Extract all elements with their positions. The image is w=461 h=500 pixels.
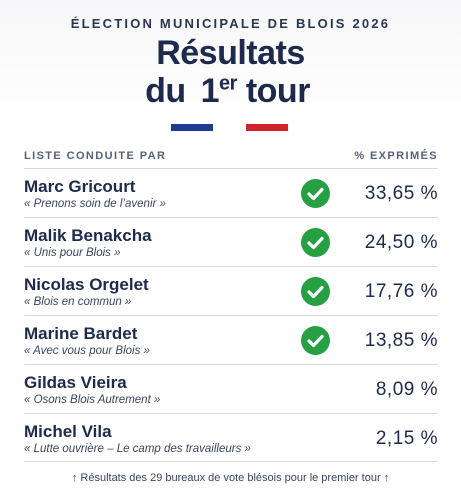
list-slogan: « Unis pour Blois » bbox=[24, 247, 121, 259]
table-row: Nicolas Orgelet « Blois en commun » 17,76 … bbox=[24, 266, 438, 315]
qualified-check-icon bbox=[301, 228, 330, 257]
column-header-percent: % EXPRIMÉS bbox=[354, 150, 438, 162]
percent-value: 8,09 % bbox=[375, 379, 438, 400]
candidate-name: Marc Gricourt bbox=[24, 177, 136, 196]
candidate-name: Gildas Vieira bbox=[24, 373, 127, 392]
candidate-name: Michel Vila bbox=[24, 422, 112, 441]
flag-blue-stripe bbox=[171, 124, 213, 131]
title-highlight: 1er tour bbox=[195, 72, 316, 111]
table-row: Marine Bardet « Avec vous pour Blois » 13,… bbox=[24, 315, 438, 364]
election-supertitle: ÉLECTION MUNICIPALE DE BLOIS 2026 bbox=[70, 16, 391, 31]
page-title-line1: Résultats bbox=[156, 34, 305, 72]
flag-red-stripe bbox=[246, 124, 288, 131]
qualified-check-icon bbox=[301, 326, 330, 355]
candidate-name: Marine Bardet bbox=[24, 324, 138, 343]
candidate-name: Nicolas Orgelet bbox=[24, 275, 149, 294]
header: ÉLECTION MUNICIPALE DE BLOIS 2026 Résult… bbox=[0, 0, 461, 140]
list-slogan: « Avec vous pour Blois » bbox=[24, 345, 150, 357]
list-slogan: « Lutte ouvrière – Le camp des travaille… bbox=[24, 443, 251, 455]
table-row: Malik Benakcha « Unis pour Blois » 24,50 % bbox=[24, 217, 438, 266]
qualified-check-icon bbox=[301, 179, 330, 208]
flag-white-stripe bbox=[213, 124, 246, 131]
title-tour-superscript: er bbox=[218, 72, 237, 95]
french-flag bbox=[171, 124, 288, 131]
table-row: Michel Vila « Lutte ouvrière – Le camp de… bbox=[24, 413, 438, 462]
list-slogan: « Prenons soin de l’avenir » bbox=[24, 198, 166, 210]
percent-value: 2,15 % bbox=[375, 428, 438, 449]
table-row: Marc Gricourt « Prenons soin de l’avenir … bbox=[24, 168, 438, 217]
candidate-name: Malik Benakcha bbox=[24, 226, 152, 245]
percent-value: 17,76 % bbox=[364, 281, 438, 302]
footer-note: ↑ Résultats des 29 bureaux de vote bléso… bbox=[71, 472, 390, 484]
title-tour-number: 1 bbox=[200, 72, 220, 110]
list-slogan: « Blois en commun » bbox=[24, 296, 132, 308]
table-row: Gildas Vieira « Osons Blois Autrement » 8,… bbox=[24, 364, 438, 413]
page-title-line2: du 1er tour bbox=[0, 72, 461, 111]
results-table: Marc Gricourt « Prenons soin de l’avenir … bbox=[24, 168, 438, 462]
list-slogan: « Osons Blois Autrement » bbox=[24, 394, 161, 406]
percent-value: 24,50 % bbox=[364, 232, 438, 253]
title-du: du bbox=[145, 72, 186, 110]
qualified-check-icon bbox=[301, 277, 330, 306]
percent-value: 33,65 % bbox=[364, 183, 438, 204]
percent-value: 13,85 % bbox=[364, 330, 438, 351]
title-tour-word: tour bbox=[245, 72, 311, 110]
column-header-list: LISTE CONDUITE PAR bbox=[24, 150, 167, 162]
